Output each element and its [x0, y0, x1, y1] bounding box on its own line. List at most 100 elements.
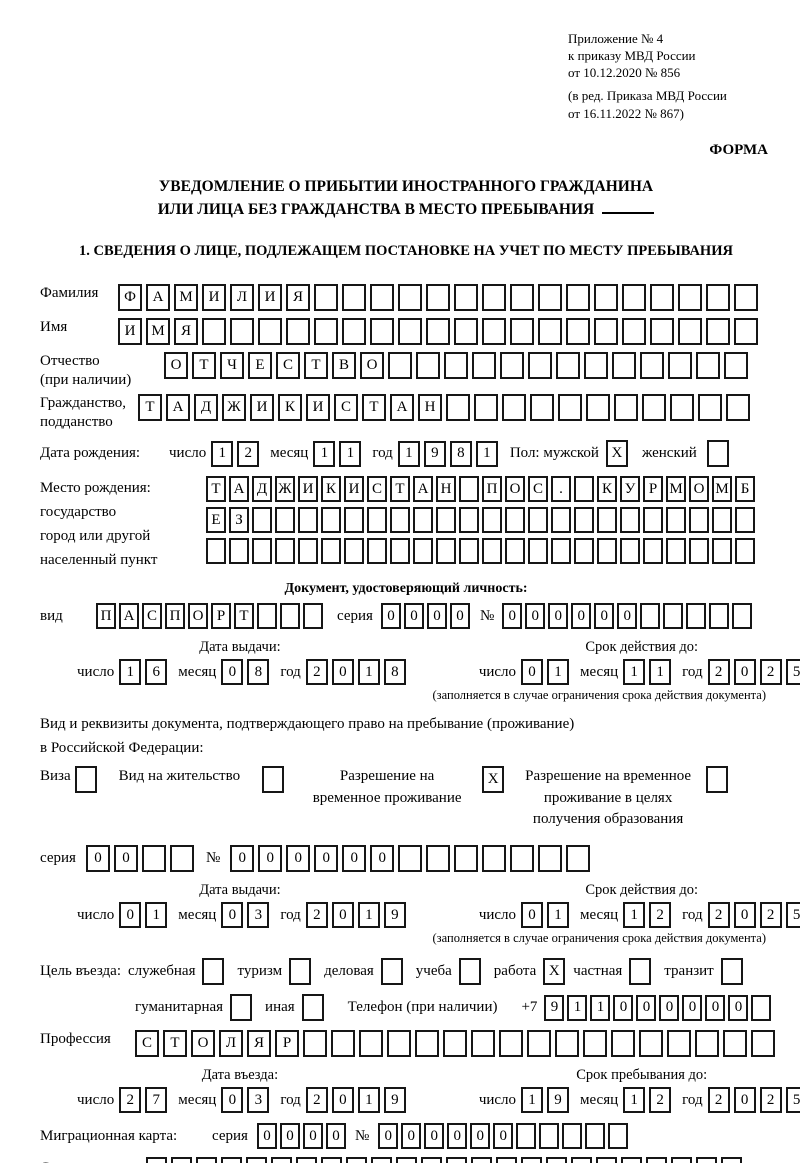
char-cell[interactable]: Т: [304, 352, 328, 380]
char-cell[interactable]: Е: [248, 352, 272, 380]
char-cell[interactable]: И: [298, 476, 318, 503]
char-cell[interactable]: [640, 603, 661, 630]
date-digit-cell[interactable]: 1: [145, 902, 168, 929]
char-cell[interactable]: .: [551, 476, 571, 503]
char-cell[interactable]: С: [142, 603, 162, 630]
date-digit-cell[interactable]: 0: [521, 659, 544, 686]
date-digit-cell[interactable]: 0: [119, 902, 142, 929]
date-digit-cell[interactable]: 5: [785, 659, 800, 686]
char-cell[interactable]: [620, 507, 640, 534]
date-digit-cell[interactable]: 2: [649, 1087, 672, 1114]
date-digit-cell[interactable]: 1: [119, 659, 142, 686]
char-cell[interactable]: 9: [544, 994, 565, 1021]
char-cell[interactable]: Я: [247, 1030, 271, 1058]
char-cell[interactable]: 0: [493, 1123, 514, 1150]
date-digit-cell[interactable]: 1: [313, 440, 336, 467]
char-cell[interactable]: [416, 352, 440, 380]
char-cell[interactable]: [502, 393, 526, 421]
date-digit-cell[interactable]: 8: [247, 659, 270, 686]
char-cell[interactable]: [596, 1157, 617, 1163]
char-cell[interactable]: [169, 845, 194, 873]
char-cell[interactable]: [612, 352, 636, 380]
char-cell[interactable]: 1: [567, 994, 588, 1021]
char-cell[interactable]: [726, 393, 750, 421]
char-cell[interactable]: Д: [194, 393, 218, 421]
char-cell[interactable]: С: [528, 476, 548, 503]
char-cell[interactable]: [594, 284, 618, 312]
char-cell[interactable]: Б: [735, 476, 755, 503]
char-cell[interactable]: [206, 538, 226, 565]
char-cell[interactable]: [482, 538, 502, 565]
char-cell[interactable]: [706, 318, 730, 346]
sex-male-checkbox[interactable]: X: [605, 440, 628, 468]
char-cell[interactable]: [436, 507, 456, 534]
char-cell[interactable]: [712, 538, 732, 565]
char-cell[interactable]: [571, 1157, 592, 1163]
char-cell[interactable]: [586, 393, 610, 421]
date-digit-cell[interactable]: 8: [383, 659, 406, 686]
char-cell[interactable]: [367, 507, 387, 534]
date-digit-cell[interactable]: 1: [623, 1087, 646, 1114]
char-cell[interactable]: 0: [85, 845, 110, 873]
visa-checkbox[interactable]: [74, 765, 97, 793]
date-digit-cell[interactable]: 1: [623, 902, 646, 929]
date-digit-cell[interactable]: 3: [247, 902, 270, 929]
char-cell[interactable]: [314, 318, 338, 346]
char-cell[interactable]: [735, 538, 755, 565]
char-cell[interactable]: З: [229, 507, 249, 534]
char-cell[interactable]: [530, 393, 554, 421]
date-digit-cell[interactable]: 1: [357, 1087, 380, 1114]
date-digit-cell[interactable]: 2: [119, 1087, 142, 1114]
char-cell[interactable]: [734, 318, 758, 346]
purpose-private-checkbox[interactable]: [629, 958, 652, 986]
char-cell[interactable]: [482, 507, 502, 534]
char-cell[interactable]: Т: [163, 1030, 187, 1058]
char-cell[interactable]: [686, 603, 707, 630]
char-cell[interactable]: [505, 538, 525, 565]
char-cell[interactable]: [454, 284, 478, 312]
char-cell[interactable]: 0: [447, 1123, 468, 1150]
char-cell[interactable]: [367, 538, 387, 565]
char-cell[interactable]: [271, 1157, 292, 1163]
char-cell[interactable]: Н: [436, 476, 456, 503]
char-cell[interactable]: [510, 284, 534, 312]
purpose-study-checkbox[interactable]: [458, 958, 481, 986]
char-cell[interactable]: 0: [314, 845, 339, 873]
char-cell[interactable]: 0: [325, 1123, 346, 1150]
char-cell[interactable]: Т: [206, 476, 226, 503]
char-cell[interactable]: [721, 1157, 742, 1163]
char-cell[interactable]: [698, 393, 722, 421]
date-digit-cell[interactable]: 0: [733, 1087, 756, 1114]
date-digit-cell[interactable]: 1: [357, 902, 380, 929]
char-cell[interactable]: [735, 507, 755, 534]
char-cell[interactable]: 0: [302, 1123, 323, 1150]
date-digit-cell[interactable]: 0: [221, 1087, 244, 1114]
char-cell[interactable]: [202, 318, 226, 346]
char-cell[interactable]: 2: [196, 1157, 217, 1163]
char-cell[interactable]: Т: [362, 393, 386, 421]
purpose-official-checkbox[interactable]: [202, 958, 225, 986]
char-cell[interactable]: [246, 1157, 267, 1163]
char-cell[interactable]: 0: [659, 994, 680, 1021]
char-cell[interactable]: О: [191, 1030, 215, 1058]
char-cell[interactable]: [280, 603, 300, 630]
char-cell[interactable]: [562, 1123, 583, 1150]
char-cell[interactable]: [597, 538, 617, 565]
char-cell[interactable]: [454, 318, 478, 346]
char-cell[interactable]: П: [482, 476, 502, 503]
date-digit-cell[interactable]: 1: [547, 659, 570, 686]
char-cell[interactable]: И: [258, 284, 282, 312]
date-digit-cell[interactable]: 2: [305, 1087, 328, 1114]
char-cell[interactable]: 0: [426, 603, 447, 630]
char-cell[interactable]: [426, 318, 450, 346]
char-cell[interactable]: [303, 603, 323, 630]
char-cell[interactable]: Т: [192, 352, 216, 380]
char-cell[interactable]: [594, 318, 618, 346]
char-cell[interactable]: [666, 538, 686, 565]
char-cell[interactable]: 0: [470, 1123, 491, 1150]
char-cell[interactable]: [314, 284, 338, 312]
char-cell[interactable]: [275, 538, 295, 565]
purpose-humanitarian-checkbox[interactable]: [230, 994, 253, 1022]
char-cell[interactable]: [538, 318, 562, 346]
char-cell[interactable]: [443, 1030, 467, 1058]
